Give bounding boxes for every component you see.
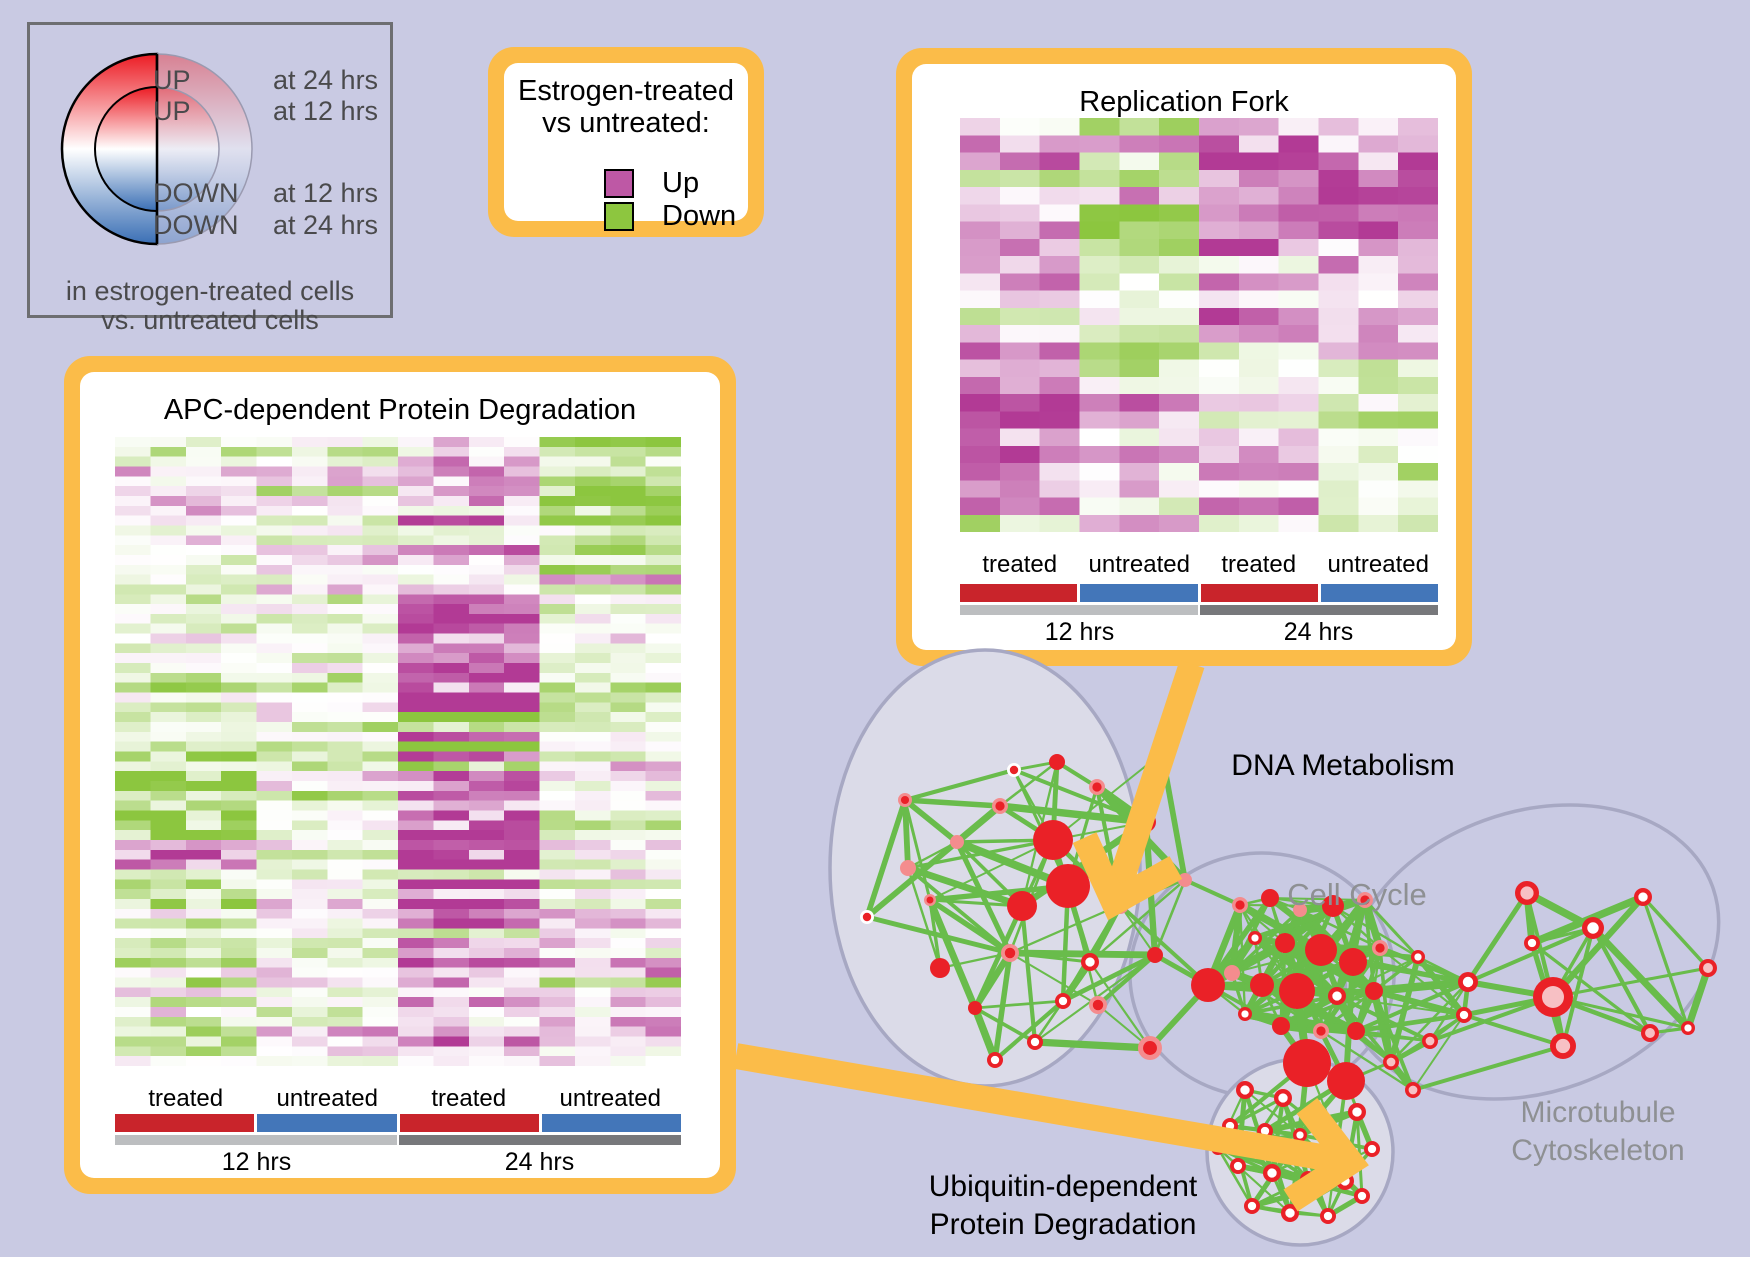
heatmap-color-legend-inner: Estrogen-treated vs untreated: Up Down (504, 63, 748, 232)
apc-title: APC-dependent Protein Degradation (163, 394, 637, 426)
time-label: 12 hrs (221, 1148, 292, 1176)
bar-24hrs (399, 1135, 681, 1145)
group-label: untreated (276, 1085, 378, 1112)
treated-bar (1200, 584, 1318, 602)
untreated-bar (257, 1114, 397, 1132)
rf-time-labels: 12 hrs 24 hrs (960, 618, 1438, 647)
apc-panel-inner: APC-dependent Protein Degradation treate… (80, 372, 720, 1178)
heatmap-color-legend: Estrogen-treated vs untreated: Up Down (488, 47, 764, 237)
apc-time-bars (115, 1135, 681, 1145)
legend-direction: UP (153, 65, 191, 95)
legend-caption-line2: vs. untreated cells (101, 305, 319, 335)
legend-direction: DOWN (153, 178, 239, 208)
legend-direction: DOWN (153, 210, 239, 240)
legend-item-up: Up (604, 167, 699, 200)
time-label: 24 hrs (1283, 618, 1354, 646)
legend-time: at 12 hrs (273, 178, 379, 208)
treated-bar (399, 1114, 539, 1132)
group-label: treated (148, 1085, 224, 1112)
legend-time: at 12 hrs (273, 96, 379, 126)
group-label: treated (431, 1085, 507, 1112)
bar-12hrs (960, 605, 1198, 615)
group-label: untreated (559, 1085, 661, 1112)
apc-time-labels: 12 hrs 24 hrs (115, 1148, 681, 1177)
bar-24hrs (1200, 605, 1438, 615)
apc-condition-bars (115, 1114, 681, 1132)
treated-bar (960, 584, 1078, 602)
group-label: treated (1221, 551, 1297, 578)
up-color-swatch (604, 169, 634, 198)
untreated-bar (541, 1114, 681, 1132)
down-label: Down (662, 200, 737, 232)
legend-row-up12: UP at 12 hrs (153, 96, 378, 127)
replication-fork-title: Replication Fork (1079, 86, 1289, 118)
legend-item-down: Down (604, 200, 736, 233)
replication-fork-panel: Replication Fork treated untreated treated… (896, 48, 1472, 666)
legend-title-line2: vs untreated: (542, 107, 710, 139)
untreated-bar (1320, 584, 1438, 602)
legend-time: at 24 hrs (273, 65, 379, 95)
group-label: untreated (1327, 551, 1429, 578)
replication-fork-heatmap (960, 118, 1438, 532)
untreated-bar (1080, 584, 1198, 602)
legend-time: at 24 hrs (273, 210, 379, 240)
legend-row-down24: DOWN at 24 hrs (153, 210, 378, 241)
replication-fork-panel-inner: Replication Fork treated untreated treated… (912, 64, 1456, 650)
bar-12hrs (115, 1135, 397, 1145)
rf-time-bars (960, 605, 1438, 615)
up-down-ring-icon (60, 52, 253, 246)
legend-caption-line1: in estrogen-treated cells (65, 276, 355, 306)
apc-panel: APC-dependent Protein Degradation treate… (64, 356, 736, 1194)
rf-condition-bars (960, 584, 1438, 602)
group-label: treated (982, 551, 1058, 578)
time-label: 12 hrs (1044, 618, 1115, 646)
node-color-legend: UP at 24 hrs UP at 12 hrs DOWN at 12 hrs… (27, 22, 393, 335)
up-label: Up (662, 167, 700, 199)
legend-row-up24: UP at 24 hrs (153, 65, 378, 96)
group-label: untreated (1088, 551, 1190, 578)
legend-title-line1: Estrogen-treated (517, 75, 734, 107)
apc-heatmap (115, 437, 681, 1066)
treated-bar (115, 1114, 255, 1132)
rf-group-labels: treated untreated treated untreated (960, 551, 1438, 579)
legend-row-down12: DOWN at 12 hrs (153, 178, 378, 209)
down-color-swatch (604, 202, 634, 231)
apc-group-labels: treated untreated treated untreated (115, 1085, 681, 1113)
time-label: 24 hrs (504, 1148, 575, 1176)
legend-direction: UP (153, 96, 191, 126)
